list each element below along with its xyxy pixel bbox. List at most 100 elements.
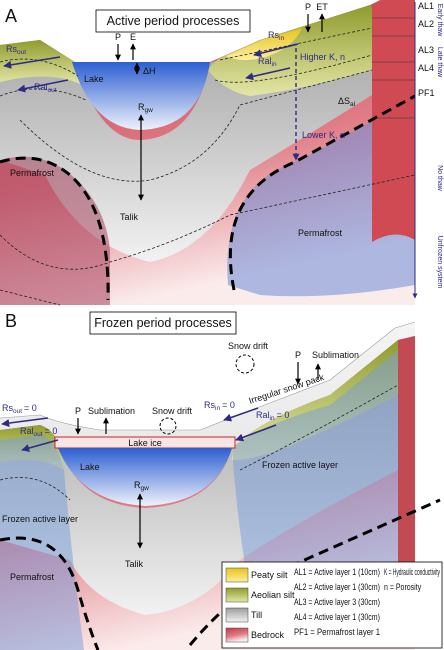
label-part: Rs [6,44,17,54]
label-part: in [215,405,220,412]
title-box [89,311,237,335]
label: P [295,350,301,360]
label: Rsout [6,44,26,56]
label-part: out [13,408,22,415]
label: Lake ice [128,438,162,448]
arrow [223,407,259,422]
label: Snow drift [152,406,193,416]
legend-layer: AL4 = Active layer 1 (30cm) [294,612,380,622]
label-part: R [134,480,141,490]
peaty-silt [226,28,302,61]
drift-circle [235,354,255,374]
label-part: gw [145,107,154,114]
label: Ralin = 0 [256,410,289,422]
layer-boundary [0,174,416,270]
label-part: = 0 [277,410,290,420]
panel-letter: A [5,6,17,26]
label-part: in [279,35,284,42]
label: Frozen active layer [2,514,78,524]
label: Snow drift [228,341,269,351]
lake [58,448,232,506]
label: P [75,406,81,416]
label-part: Rs [204,400,215,410]
label: Rgw [134,480,149,492]
label: P [115,32,121,42]
snow-edge [0,321,416,431]
label: Permafrost [298,228,343,238]
arrow [21,439,59,452]
label-part: Rs [2,403,13,413]
legend: Peaty silt Aeolian silt Till Bedrock AL1 = A… [225,567,440,643]
legend-label: Bedrock [251,630,285,640]
label: Rgw [138,102,153,114]
label: Talik [120,212,139,222]
legend-label: Till [251,610,262,620]
arrow [235,424,277,442]
label: Lake [84,74,104,84]
permafrost-boundary [0,536,100,650]
legend-layer: PF1 = Permafrost layer 1 [294,627,380,637]
label: Frozen active layer [262,460,338,470]
lake [72,62,210,130]
label-part: R [138,102,145,112]
label: Higher K, n [300,52,345,62]
label: Rsin [268,30,284,42]
bedrock-column [372,0,415,242]
arrow [1,417,49,428]
label: P [305,2,311,12]
aeolian-silt [0,40,80,84]
layer-boundary [0,289,61,306]
layer-label: PF1 [418,88,435,98]
label: ΔH [143,66,156,76]
layer-boundary [0,477,71,501]
label: Sublimation [88,406,135,416]
panel-b: B Frozen period processes P Sublimation … [0,311,443,650]
label: Permafrost [10,168,55,178]
legend-swatch [225,587,249,603]
phase-label: Unfrozen system [436,236,443,289]
label-part: Ral [256,410,270,420]
label: Rsin = 0 [204,400,235,412]
legend-box [221,561,443,649]
layer-label: AL4 [418,63,434,73]
drift-circle [159,417,177,435]
arrow [3,56,61,69]
permafrost-boundary [0,156,110,301]
legend-layer: AL3 = Active layer 3 (30cm) [294,597,380,607]
arrow [253,43,299,58]
label-part: Ral [258,56,272,66]
layer-label: AL1 [418,1,434,11]
label-part: ΔS [338,96,350,106]
label: Ralin [258,56,277,68]
label-part: = 0 [45,426,58,436]
arrow [17,79,69,93]
legend-note: K = Hydraulic conductivity [384,567,440,577]
label-part: in [272,61,277,68]
bedrock-column [398,336,415,605]
layer-label: AL3 [418,45,434,55]
label: E [130,32,136,42]
layer-boundary [239,384,399,471]
layer-scale: AL1 AL2 AL3 AL4 PF1 Early thaw Late thaw No tha… [372,1,443,288]
panel-letter: B [5,311,17,331]
label-part: al [350,101,356,108]
label-part: Ral [20,426,34,436]
label: Talik [125,559,144,569]
label: Rsout = 0 [2,403,37,415]
layer-label: AL2 [418,19,434,29]
legend-swatch [225,607,249,623]
label: Lower K, n [302,130,345,140]
legend-note: n = Porosity [384,582,422,592]
phase-label: Late thaw [436,47,443,78]
label-part: in [270,415,275,422]
legend-layer: AL2 = Active layer 1 (30cm) [294,582,380,592]
label-part: = 0 [24,403,37,413]
label-part: Ral [34,82,48,92]
legend-swatch [225,627,249,643]
label-part: out [48,87,57,94]
permafrost-zone [0,156,110,305]
label-part: out [34,431,43,438]
permafrost-zone [227,98,415,297]
label-part: Rs [268,30,279,40]
